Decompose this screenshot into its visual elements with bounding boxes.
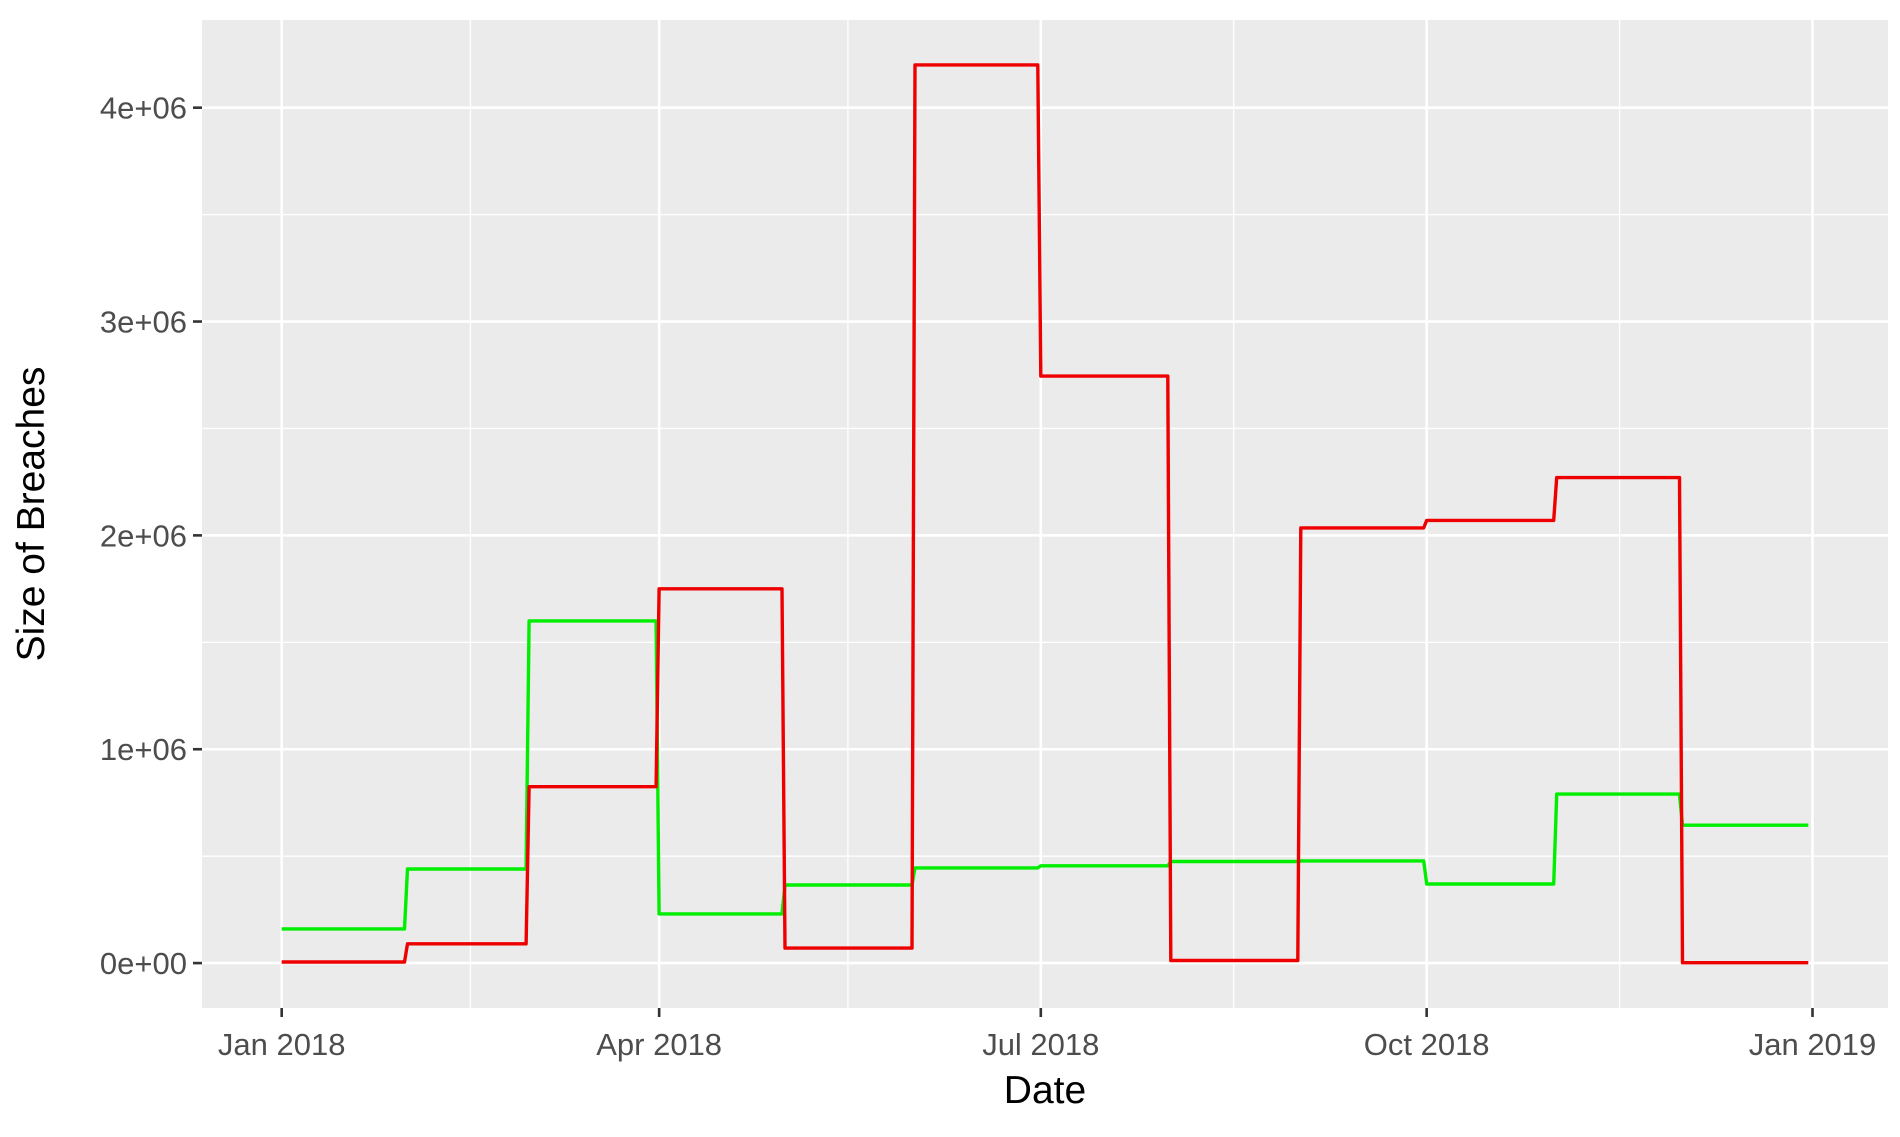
series-layer xyxy=(281,63,1809,965)
x-tick-label: Oct 2018 xyxy=(1364,1027,1490,1062)
y-tick-label: 2e+06 xyxy=(100,518,187,553)
y-tick-label: 0e+00 xyxy=(100,946,187,981)
major-gridlines xyxy=(202,20,1888,1008)
x-tick-label: Apr 2018 xyxy=(596,1027,722,1062)
series-line-1 xyxy=(281,619,1809,931)
minor-gridlines xyxy=(202,20,1888,1008)
y-tick-label: 1e+06 xyxy=(100,732,187,767)
y-tick-label: 3e+06 xyxy=(100,305,187,340)
plot-panel xyxy=(202,20,1888,1008)
x-tick-label: Jan 2018 xyxy=(218,1027,346,1062)
x-tick-label: Jan 2019 xyxy=(1749,1027,1877,1062)
x-axis-title: Date xyxy=(1004,1069,1086,1112)
series-line-2 xyxy=(281,63,1809,965)
y-tick-label: 4e+06 xyxy=(100,91,187,126)
y-axis-title: Size of Breaches xyxy=(10,367,53,662)
x-axis: Jan 2018 Apr 2018 Jul 2018 Oct 2018 Jan 2019 xyxy=(218,1008,1876,1062)
x-tick-label: Jul 2018 xyxy=(982,1027,1099,1062)
y-axis: 0e+00 1e+06 2e+06 3e+06 4e+06 xyxy=(100,91,202,981)
